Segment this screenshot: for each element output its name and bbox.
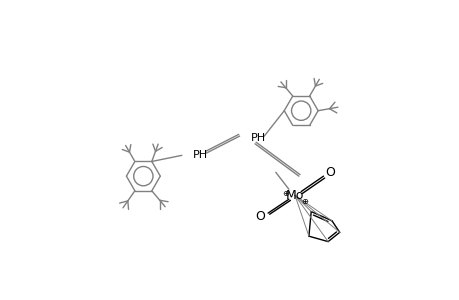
Text: O: O bbox=[255, 211, 265, 224]
Text: O: O bbox=[324, 166, 334, 179]
Text: PH: PH bbox=[192, 150, 207, 160]
Text: PH: PH bbox=[250, 133, 265, 142]
Text: ⊕: ⊕ bbox=[300, 197, 307, 206]
Text: Mo: Mo bbox=[285, 189, 303, 202]
Text: ⊕: ⊕ bbox=[282, 189, 289, 198]
